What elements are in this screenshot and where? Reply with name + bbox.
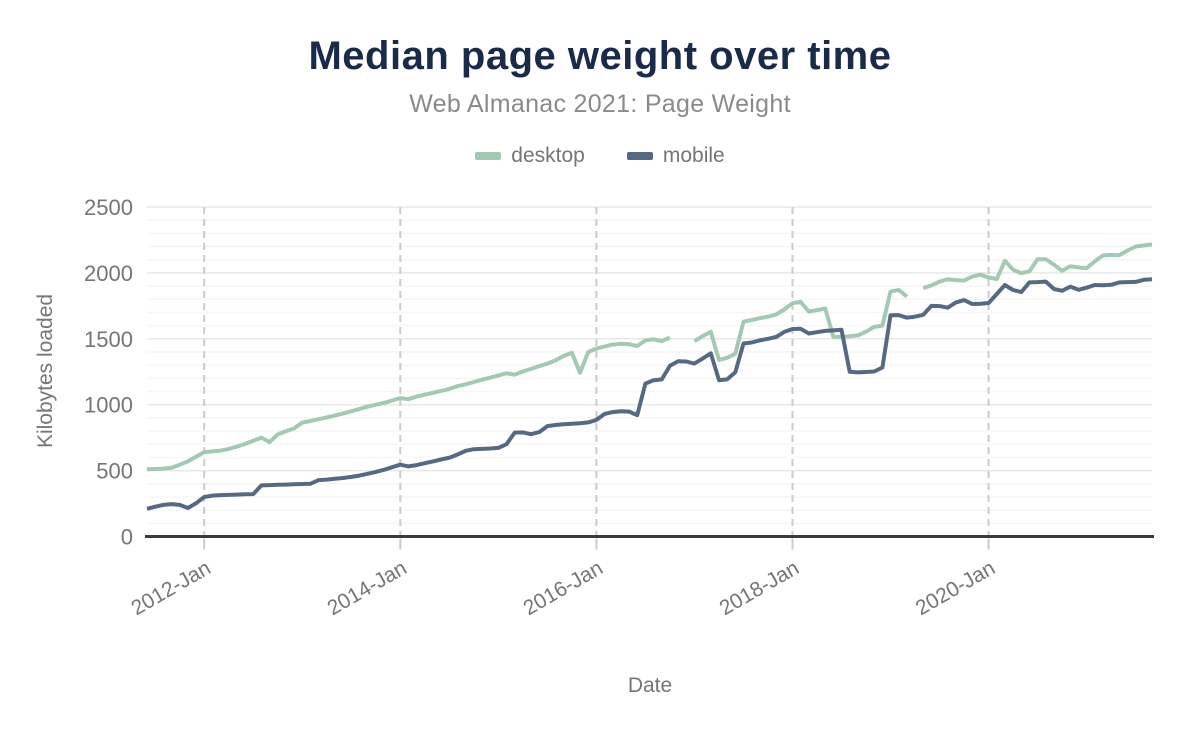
desktop-series-line[interactable] <box>146 242 1153 472</box>
minor-gridlines <box>147 219 1152 525</box>
x-tick-label: 2014-Jan <box>323 556 410 620</box>
x-tick-label: 2012-Jan <box>127 556 214 620</box>
mobile-series-swatch-icon <box>626 152 653 160</box>
x-axis-title: Date <box>627 674 673 697</box>
legend-label-mobile: mobile <box>662 144 725 167</box>
y-tick-label: 2500 <box>84 195 133 220</box>
y-tick-label: 500 <box>96 459 133 484</box>
mobile-series-line[interactable] <box>146 277 1153 511</box>
x-tick-label: 2018-Jan <box>716 556 803 620</box>
legend: desktop mobile <box>0 144 1200 168</box>
y-tick-label: 0 <box>121 525 133 550</box>
x-gridlines-and-labels: 2012-Jan 2014-Jan 2016-Jan 2018-Jan 2020-Jan <box>127 207 999 620</box>
x-tick-label: 2016-Jan <box>520 556 607 620</box>
y-tick-label: 2000 <box>84 261 133 286</box>
chart-subtitle: Web Almanac 2021: Page Weight <box>409 90 791 118</box>
x-tick-label: 2020-Jan <box>912 556 999 620</box>
y-tick-label: 1000 <box>84 393 133 418</box>
legend-item-desktop[interactable]: desktop <box>475 144 585 168</box>
chart-title: Median page weight over time <box>308 34 892 78</box>
desktop-series-swatch-icon <box>475 152 502 160</box>
legend-item-mobile[interactable]: mobile <box>626 144 725 168</box>
y-tick-label: 1500 <box>84 327 133 352</box>
legend-label-desktop: desktop <box>511 144 585 167</box>
y-tick-labels: 0 500 1000 1500 2000 2500 <box>84 195 133 550</box>
